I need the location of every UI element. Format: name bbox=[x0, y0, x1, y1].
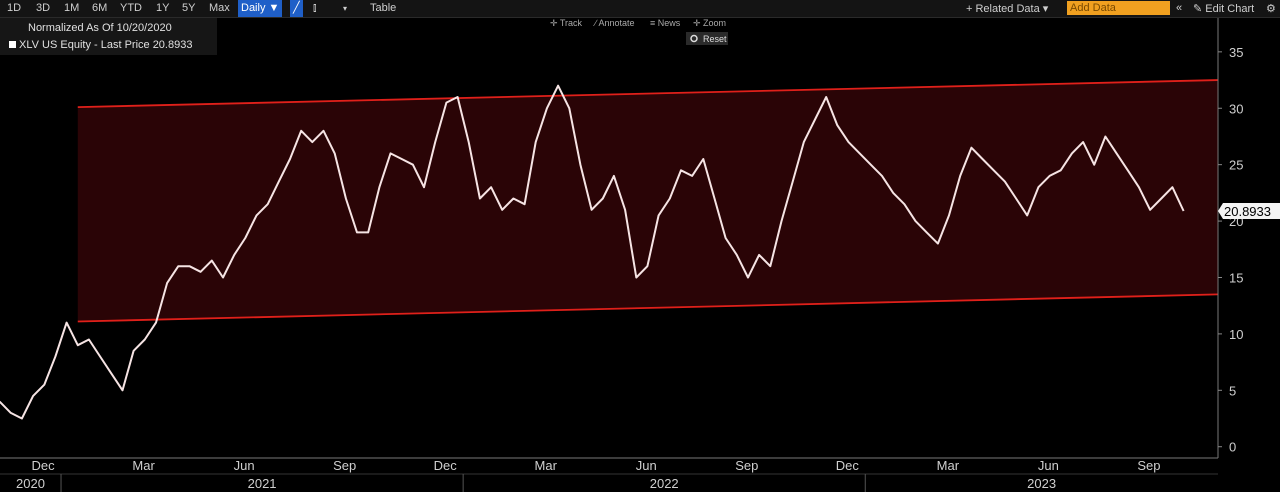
legend-name: XLV US Equity - Last Price bbox=[19, 39, 150, 51]
reset-label: Reset bbox=[703, 34, 727, 44]
reset-icon bbox=[690, 34, 698, 43]
price-line bbox=[0, 84, 1185, 420]
range-button[interactable]: 5Y bbox=[182, 2, 196, 14]
zoom-label: Zoom bbox=[703, 18, 726, 28]
channel-line bbox=[77, 79, 1218, 109]
legend-swatch bbox=[9, 41, 16, 48]
zoom-tool[interactable]: ✛ Zoom bbox=[693, 18, 726, 28]
toolbar: 1D 3D 1M 6M YTD 1Y 5Y Max Daily ▼ ╱ ⫾ ▾ … bbox=[0, 0, 1280, 18]
x-tick-label: Jun bbox=[636, 458, 657, 473]
y-tick-label: 30 bbox=[1229, 101, 1243, 116]
range-button[interactable]: 1M bbox=[64, 2, 80, 14]
last-price-tag bbox=[1218, 202, 1280, 219]
x-tick-label: Mar bbox=[535, 458, 558, 473]
range-button[interactable]: 1D bbox=[7, 2, 22, 14]
bars-icon[interactable]: ⫾ bbox=[313, 2, 317, 14]
y-tick-label: 35 bbox=[1229, 45, 1243, 60]
x-tick-label: Sep bbox=[735, 458, 758, 473]
year-label: 2023 bbox=[1027, 476, 1056, 491]
x-tick-label: Mar bbox=[937, 458, 960, 473]
year-label: 2020 bbox=[16, 476, 45, 491]
collapse-icon[interactable]: « bbox=[1176, 2, 1183, 14]
y-tick-label: 0 bbox=[1229, 440, 1236, 455]
channel-fill bbox=[77, 80, 1218, 322]
x-tick-label: Dec bbox=[836, 458, 860, 473]
y-tick-label: 25 bbox=[1229, 158, 1243, 173]
legend-entry: XLV US Equity - Last Price 20.8933 bbox=[19, 39, 192, 51]
plot-area bbox=[0, 79, 1218, 420]
x-tick-label: Dec bbox=[434, 458, 458, 473]
y-tick-label: 15 bbox=[1229, 270, 1243, 285]
range-button[interactable]: 1Y bbox=[156, 2, 170, 14]
legend-subtitle: Normalized As Of 10/20/2020 bbox=[28, 22, 172, 34]
track-label: Track bbox=[560, 18, 583, 28]
annotate-label: Annotate bbox=[599, 18, 635, 28]
x-tick-label: Dec bbox=[32, 458, 56, 473]
range-button[interactable]: 6M bbox=[92, 2, 108, 14]
frequency-button[interactable]: Daily ▼ bbox=[238, 0, 283, 17]
dropdown-icon[interactable]: ▾ bbox=[343, 4, 348, 13]
range-button[interactable]: Max bbox=[209, 2, 230, 14]
chart-tools: ✛ Track ∕ Annotate ≡ News ✛ Zoom Reset bbox=[550, 18, 728, 45]
year-label: 2022 bbox=[650, 476, 679, 491]
range-button[interactable]: YTD bbox=[120, 2, 142, 14]
x-tick-label: Sep bbox=[333, 458, 356, 473]
year-label: 2021 bbox=[248, 476, 277, 491]
y-tick-label: 5 bbox=[1229, 383, 1236, 398]
annotate-tool[interactable]: ∕ Annotate bbox=[593, 18, 635, 28]
news-label: News bbox=[658, 18, 681, 28]
reset-button[interactable] bbox=[686, 32, 728, 45]
last-price-label: 20.8933 bbox=[1224, 204, 1271, 219]
x-tick-label: Jun bbox=[234, 458, 255, 473]
settings-icon[interactable]: ⚙ bbox=[1266, 3, 1276, 15]
legend-box bbox=[0, 18, 217, 55]
range-button[interactable]: 3D bbox=[36, 2, 51, 14]
legend-value: 20.8933 bbox=[153, 39, 193, 51]
channel-line bbox=[77, 293, 1218, 323]
track-tool[interactable]: ✛ Track bbox=[550, 18, 583, 28]
y-tick-label: 10 bbox=[1229, 327, 1243, 342]
related-data-button[interactable]: + Related Data ▾ bbox=[966, 3, 1049, 15]
x-tick-label: Jun bbox=[1038, 458, 1059, 473]
x-tick-label: Mar bbox=[132, 458, 155, 473]
edit-chart-button[interactable]: ✎ Edit Chart bbox=[1193, 3, 1255, 15]
edit-chart-label: Edit Chart bbox=[1205, 3, 1255, 15]
x-tick-label: Sep bbox=[1137, 458, 1160, 473]
line-icon[interactable]: ╱ bbox=[290, 0, 303, 17]
add-data-input[interactable]: Add Data bbox=[1067, 1, 1170, 15]
table-button[interactable]: Table bbox=[370, 2, 397, 14]
news-tool[interactable]: ≡ News bbox=[650, 18, 681, 28]
